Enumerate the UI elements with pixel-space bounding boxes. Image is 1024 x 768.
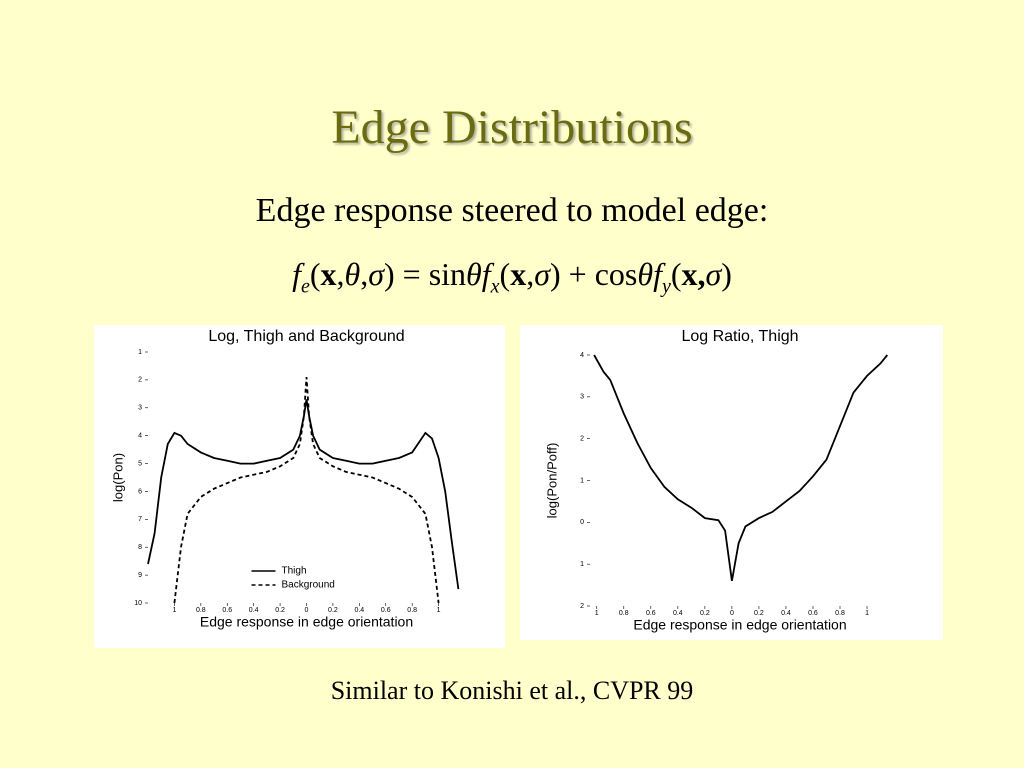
- x-tick-label: 0: [305, 607, 309, 614]
- formula: fe(x,θ,σ) = sinθfx(x,σ) + cosθfy(x,σ): [0, 256, 1024, 298]
- series-line: [593, 354, 888, 582]
- legend-label: Thigh: [282, 566, 307, 577]
- x-tick-label: 1: [865, 610, 869, 617]
- formula-token: ) + cos: [549, 256, 638, 292]
- y-tick-label: 4: [138, 433, 142, 440]
- y-tick-label: 6: [138, 488, 142, 495]
- y-tick-label: 0: [580, 519, 584, 526]
- formula-token: (: [309, 256, 321, 292]
- slide-title: Edge Distributions: [331, 101, 693, 154]
- y-tick-label: 3: [138, 405, 142, 412]
- y-tick-label: 1: [580, 561, 584, 568]
- formula-subscript: e: [300, 275, 310, 298]
- x-tick-label: 0: [730, 610, 734, 617]
- y-tick-label: 8: [138, 544, 142, 551]
- x-tick-label: 1: [437, 607, 441, 614]
- x-tick-label: 0.6: [808, 610, 818, 617]
- series-line: [147, 399, 460, 590]
- formula-subscript: y: [661, 275, 671, 298]
- y-tick-label: 4: [580, 352, 584, 359]
- chart-title: Log, Thigh and Background: [208, 328, 404, 345]
- x-tick-label: 0.8: [196, 607, 206, 614]
- formula-token: x,: [681, 256, 706, 292]
- series-line: [173, 377, 440, 604]
- formula-token: σ: [705, 256, 722, 292]
- chart-panel: [94, 325, 505, 648]
- formula-token: x: [510, 256, 527, 292]
- y-tick-label: 1: [138, 349, 142, 356]
- x-tick-label: 0.2: [275, 607, 285, 614]
- x-tick-label: 0.4: [249, 607, 259, 614]
- x-tick-label: 0.8: [619, 610, 629, 617]
- x-tick-label: 0.8: [407, 607, 417, 614]
- x-tick-label: 0.4: [354, 607, 364, 614]
- y-axis-label: log(Pon): [110, 453, 125, 502]
- y-tick-label: 10: [134, 600, 142, 607]
- y-axis-label: log(Pon/Poff): [544, 443, 559, 519]
- formula-token: θ: [466, 256, 482, 292]
- formula-token: θ: [344, 256, 361, 292]
- formula-token: σ: [368, 256, 384, 292]
- formula-token: x: [320, 256, 337, 292]
- formula-token: (: [499, 256, 511, 292]
- formula-token: f: [292, 256, 301, 292]
- x-tick-label: 0.2: [328, 607, 338, 614]
- footer: Similar to Konishi et al., CVPR 99: [330, 676, 694, 705]
- y-tick-label: 5: [138, 460, 142, 467]
- formula-token: θ: [637, 256, 654, 292]
- formula-token: ,: [526, 256, 535, 292]
- x-axis-label: Edge response in edge orientation: [200, 614, 413, 630]
- formula-token: (: [670, 256, 682, 292]
- x-axis-label: Edge response in edge orientation: [633, 617, 846, 633]
- x-tick-label: 0.4: [673, 610, 683, 617]
- y-tick-label: 9: [138, 572, 142, 579]
- x-tick-label: 0.8: [835, 610, 845, 617]
- subtitle: Edge response steered to model edge:: [255, 192, 769, 229]
- y-tick-label: 2: [138, 377, 142, 384]
- formula-token: ) = sin: [384, 256, 467, 292]
- x-tick-label: 1: [595, 610, 599, 617]
- formula-token: f: [653, 256, 662, 292]
- y-tick-label: 2: [580, 603, 584, 610]
- formula-token: ,: [360, 256, 369, 292]
- y-tick-label: 7: [138, 516, 142, 523]
- x-tick-label: 0.6: [646, 610, 656, 617]
- x-tick-label: 0.2: [754, 610, 764, 617]
- formula-token: ): [721, 256, 732, 292]
- y-tick-label: 1: [580, 477, 584, 484]
- formula-token: σ: [534, 256, 550, 292]
- x-tick-label: 0.6: [222, 607, 232, 614]
- x-tick-label: 1: [172, 607, 176, 614]
- x-tick-label: 0.2: [700, 610, 710, 617]
- formula-subscript: x: [490, 275, 500, 298]
- legend-label: Background: [282, 580, 335, 591]
- x-tick-label: 0.6: [381, 607, 391, 614]
- chart-title: Log Ratio, Thigh: [681, 328, 798, 345]
- formula-token: f: [481, 256, 491, 292]
- x-tick-label: 0.4: [781, 610, 791, 617]
- formula-token: ,: [336, 256, 345, 292]
- chart-panel: [520, 325, 943, 640]
- y-tick-label: 3: [580, 394, 584, 401]
- y-tick-label: 2: [580, 436, 584, 443]
